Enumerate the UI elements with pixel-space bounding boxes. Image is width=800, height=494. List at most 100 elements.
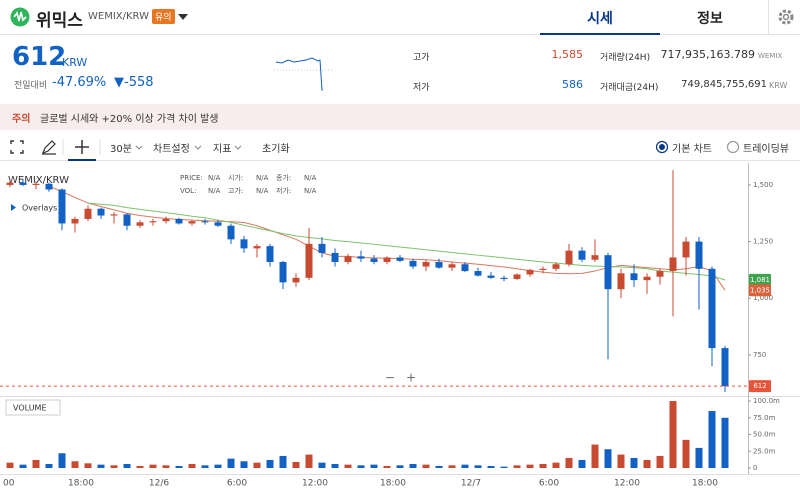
volume-bar [279,455,287,468]
candle-body [630,273,638,281]
high: 1,585 [551,48,584,61]
chart-type-option[interactable]: 트레이딩뷰 [743,144,789,155]
volume-pane-label: VOLUME [13,404,47,413]
overlays[interactable]: Overlays [22,204,57,213]
candle-body [97,208,105,216]
chart-settings[interactable]: 차트설정 [153,144,190,155]
candle-body [84,208,92,219]
volume-bar [578,459,586,468]
volume-bar [604,449,612,468]
coin-name: 위믹스 [36,11,83,31]
candle-body [721,348,729,387]
volume-bar [6,462,14,468]
candle-body [539,268,547,270]
candle-body [32,183,40,185]
candle-body [591,255,599,260]
volume-bar [253,462,261,468]
price-marker-label: 612 [753,382,766,390]
volume-bar [682,439,690,468]
low: 586 [562,78,583,91]
volume-bar [617,454,625,468]
tab[interactable]: 정보 [697,11,723,27]
candle-body [396,257,404,261]
volume-bar [19,464,27,468]
volume-bar [201,465,209,468]
pair: WEMIX/KRW [88,11,149,22]
info-value: N/A [256,187,269,195]
volume-tick-label: 50.0m [753,431,776,439]
volume-bar [656,455,664,468]
volume-tick-label: 75.0m [753,414,776,422]
dropdown[interactable] [177,12,189,22]
volume-bar [383,465,391,468]
candle-body [708,268,716,349]
price-marker-label: 1,081 [750,276,770,284]
candle-body [175,218,183,224]
settings[interactable] [777,8,795,26]
volume-bar [175,465,183,468]
tab-active[interactable]: 시세 [587,11,613,27]
candle-body [19,182,27,185]
candle-body [552,264,560,269]
volume-bar [591,444,599,468]
candle-body [617,273,625,290]
volume-bar [240,461,248,468]
volume-bar [97,464,105,468]
candle-body [188,221,196,224]
volume-bar [188,463,196,468]
volume-bar [435,465,443,468]
volume-bar [149,464,157,468]
volume-bar [565,457,573,468]
volume-bar [71,461,79,468]
volume-unit: WEMIX [758,52,783,60]
x-tick-label: 6:00 [539,479,559,489]
volume-bar [643,459,651,468]
candle-body [149,221,157,223]
volume: 717,935,163.789 [660,48,755,61]
volume-bar [526,464,534,468]
candle-body [565,250,573,265]
volume-tick-label: 0 [753,464,757,472]
chart-type-option[interactable]: 기본 차트 [672,144,712,155]
info-value: N/A [256,174,269,182]
candle-body [500,277,508,279]
volume-bar [721,417,729,468]
volume-bar [123,463,131,468]
info-value: N/A [304,187,317,195]
toolbar [0,133,800,161]
notice-bar [0,104,800,130]
x-tick-label: 18:00 [692,479,718,489]
interval[interactable]: 30분 [110,144,132,155]
candle-body [422,261,430,267]
y-tick-label: 1,250 [753,238,773,246]
candle-body [448,264,456,268]
volume-bar [370,464,378,468]
candle-body [227,225,235,240]
candle-body [682,241,690,258]
price-marker [749,284,771,297]
y-tick-label: 750 [753,351,766,359]
notice-text: 글로벌 시세와 +20% 이상 가격 차이 발생 [40,114,219,125]
volume-bar [58,453,66,468]
candle-body [487,275,495,278]
price-unit: KRW [62,56,88,69]
volume-bar [136,465,144,468]
volume-bar [84,463,92,468]
zoom-out[interactable]: − [385,371,395,385]
candle-body [643,276,651,281]
indicators[interactable]: 지표 [213,144,232,155]
volume-bar [552,462,560,468]
volume-bar [266,459,274,468]
reset[interactable]: 초기화 [262,144,290,155]
candle-body [266,246,274,262]
x-tick-label: 12:00 [614,479,640,489]
volume-bar [331,463,339,468]
volume-bar [344,464,352,468]
volume-label: 거래량(24H) [600,53,651,63]
candle-body [604,255,612,290]
candle-body [344,256,352,262]
candle-body [201,221,209,223]
info-label: 고가: [228,186,243,195]
zoom-in[interactable]: + [406,371,416,385]
